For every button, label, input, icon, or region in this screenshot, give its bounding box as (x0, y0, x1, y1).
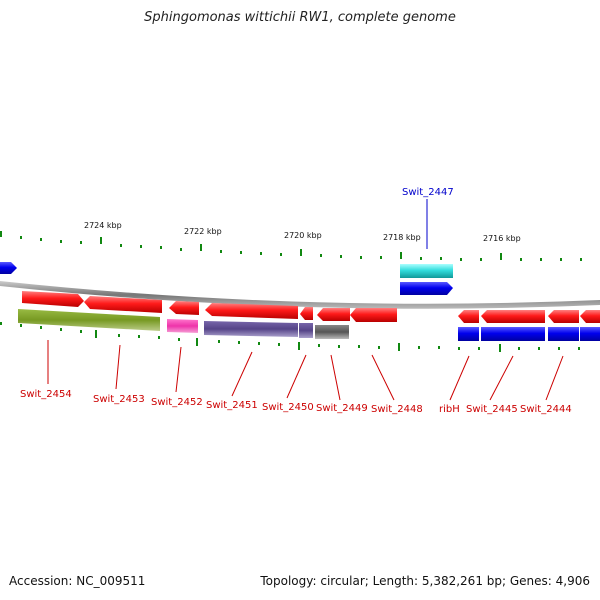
scale-label-2718: 2718 kbp (383, 233, 421, 242)
gene-label-swit-2449: Swit_2449 (316, 403, 368, 414)
gene-label-swit-2454: Swit_2454 (20, 389, 72, 400)
outer-tick-row (0, 231, 582, 261)
cog-swit-2452[interactable] (167, 319, 198, 333)
accession-text: Accession: NC_009511 (9, 574, 146, 588)
gene-label-swit-2450: Swit_2450 (262, 402, 314, 413)
feature-swit-2449[interactable] (317, 308, 350, 321)
feature-swit-2450[interactable] (300, 307, 313, 320)
feature-swit-2453[interactable] (84, 296, 162, 313)
cog-swit-2451[interactable] (204, 321, 298, 337)
feature-swit-2448[interactable] (350, 308, 397, 322)
feature-ribh[interactable] (458, 310, 479, 323)
scale-label-2716: 2716 kbp (483, 234, 521, 243)
cog-partial-right[interactable] (580, 327, 600, 341)
gene-label-swit-2445: Swit_2445 (466, 404, 518, 415)
cds-row (22, 291, 600, 323)
cog-swit-2444[interactable] (548, 327, 579, 341)
gene-label-swit-2452: Swit_2452 (151, 397, 203, 408)
feature-swit-2454[interactable] (22, 291, 84, 307)
inner-tick-row (0, 322, 580, 352)
feature-swit-2447[interactable] (400, 282, 453, 295)
cog-swit-2445[interactable] (481, 327, 545, 341)
genome-backbone (0, 281, 600, 309)
leader-lines (47, 199, 564, 401)
cog-swit-2454[interactable] (18, 309, 160, 331)
gene-label-swit-2448: Swit_2448 (371, 404, 423, 415)
feature-partial-right[interactable] (580, 310, 600, 323)
feature-swit-2445[interactable] (481, 310, 545, 323)
feature-swit-2451[interactable] (205, 303, 298, 319)
gene-label-swit-2447: Swit_2447 (402, 187, 454, 198)
scale-label-2720: 2720 kbp (284, 231, 322, 240)
feature-blue-partial[interactable] (0, 262, 17, 274)
cog-swit-2449[interactable] (315, 325, 349, 339)
cog-swit-2450[interactable] (299, 323, 313, 338)
scale-label-2724: 2724 kbp (84, 221, 122, 230)
map-title: Sphingomonas wittichii RW1, complete gen… (144, 10, 456, 25)
cog-row (18, 309, 600, 341)
gene-label-ribh: ribH (439, 404, 460, 415)
feature-swit-2452[interactable] (169, 301, 199, 315)
feature-swit-2447-cog[interactable] (400, 264, 453, 278)
gene-label-swit-2451: Swit_2451 (206, 400, 258, 411)
gene-label-swit-2444: Swit_2444 (520, 404, 572, 415)
feature-swit-2444[interactable] (548, 310, 579, 323)
scale-label-2722: 2722 kbp (184, 227, 222, 236)
gene-label-swit-2453: Swit_2453 (93, 394, 145, 405)
cog-ribh[interactable] (458, 327, 479, 341)
genome-summary-text: Topology: circular; Length: 5,382,261 bp… (260, 574, 590, 588)
